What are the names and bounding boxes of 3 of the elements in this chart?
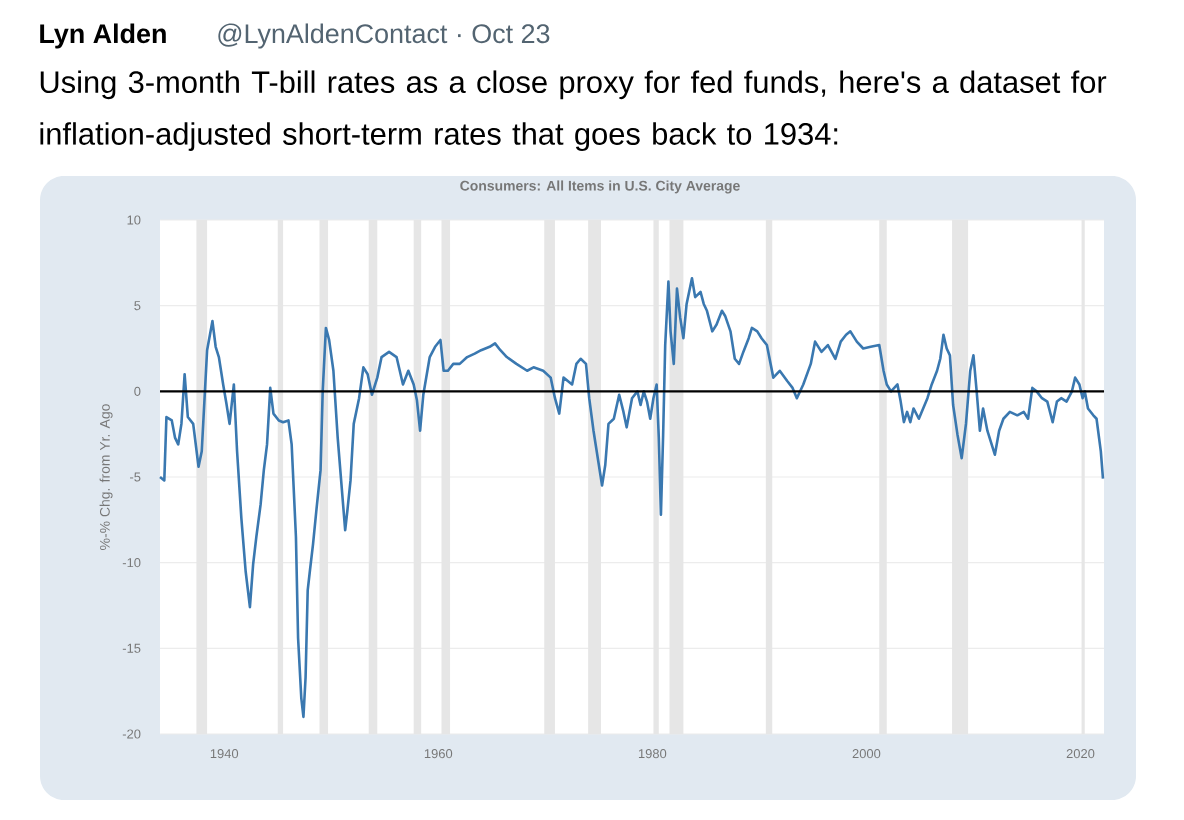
- text: @LynAldenContact · Oct 23: [218, 23, 550, 49]
- chart-title: Using 3-month T-bill rates as a close proxy for fed funds, here's a dataset for inflation-adjusted short-term rates that goes back to 1934:: [40, 70, 1107, 151]
- text: Lyn Alden: [40, 23, 166, 49]
